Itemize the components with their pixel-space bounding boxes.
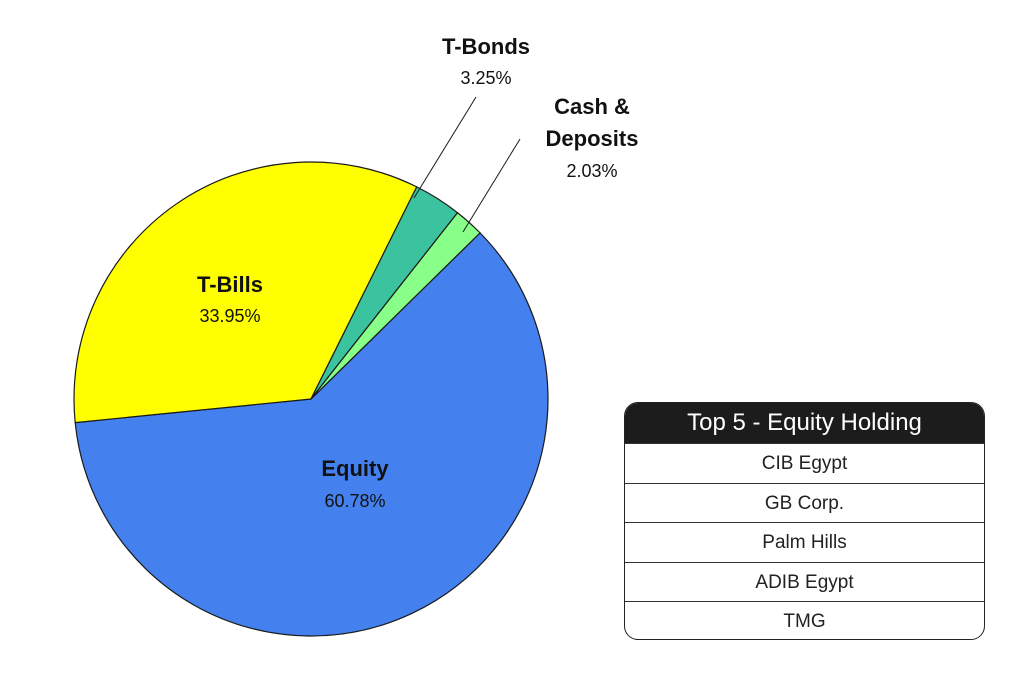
- t-bonds-label: T-Bonds: [442, 34, 530, 59]
- cash-deposits-label-line2: Deposits: [546, 126, 639, 151]
- t-bills-label: T-Bills: [197, 272, 263, 297]
- table-row: Palm Hills: [625, 522, 984, 562]
- table-row: CIB Egypt: [625, 443, 984, 483]
- table-row: GB Corp.: [625, 482, 984, 523]
- equity-label: Equity: [321, 456, 389, 481]
- cash-deposits-leader-line: [462, 138, 521, 233]
- pie-slice-equity: [74, 232, 549, 637]
- cash-deposits-label-line1: Cash &: [554, 94, 630, 119]
- holdings-table-title: Top 5 - Equity Holding: [625, 403, 984, 443]
- table-row: TMG: [625, 601, 984, 639]
- top-equity-holdings-table: Top 5 - Equity Holding CIB Egypt GB Corp…: [624, 402, 985, 640]
- t-bonds-value-label: 3.25%: [460, 68, 511, 88]
- t-bonds-leader-line: [413, 96, 477, 199]
- cash-deposits-value-label: 2.03%: [566, 161, 617, 181]
- table-row: ADIB Egypt: [625, 561, 984, 602]
- equity-value-label: 60.78%: [324, 491, 385, 511]
- t-bills-value-label: 33.95%: [199, 306, 260, 326]
